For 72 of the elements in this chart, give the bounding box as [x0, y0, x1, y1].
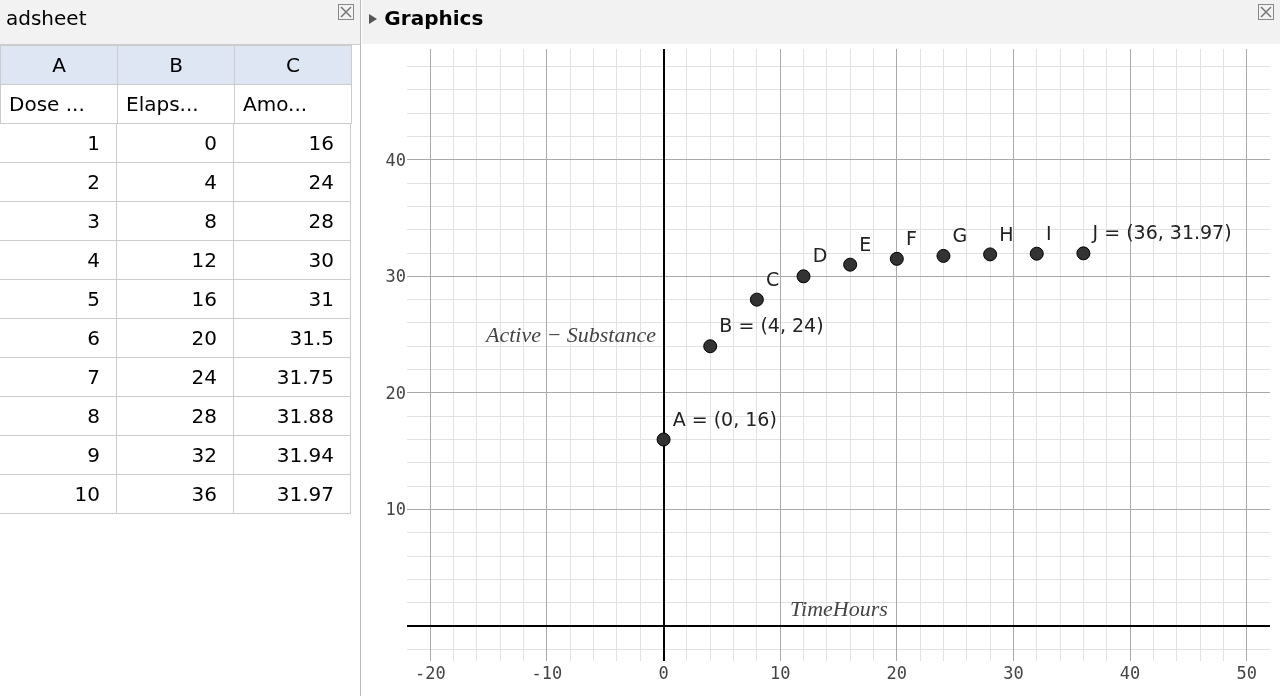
x-tick-label: 0 — [658, 663, 669, 683]
y-tick-label: 10 — [385, 499, 406, 520]
point — [796, 269, 811, 284]
point — [656, 432, 671, 447]
data-label: 24 — [308, 169, 334, 196]
x-tick-label: 30 — [1003, 663, 1024, 683]
data-label: 31.97 — [276, 481, 334, 508]
text: I — [1045, 221, 1052, 244]
data-label: 20 — [191, 325, 217, 352]
point — [749, 292, 764, 307]
data-label: 31.94 — [276, 442, 334, 469]
text: E — [859, 232, 872, 255]
y-tick-label: 5 — [87, 286, 100, 313]
data-label: 31.75 — [276, 364, 334, 391]
y-tick-label: 6 — [87, 325, 100, 352]
chart-title: Graphics — [384, 6, 484, 30]
text: A — [0, 45, 118, 85]
y-tick-label: 7 — [87, 364, 100, 391]
data-label: 31 — [308, 286, 334, 313]
y-axis-title: Active − Substance — [484, 322, 657, 347]
text: B = (4, 24) — [719, 314, 824, 337]
y-tick-label: 3 — [87, 208, 100, 235]
text: C — [234, 45, 352, 85]
y-tick-label: 40 — [385, 149, 406, 170]
text: Dose ... — [0, 84, 118, 124]
point — [843, 257, 858, 272]
data-label: 12 — [191, 247, 217, 274]
x-tick-label: Amo... — [234, 84, 352, 124]
x-tick-label: -10 — [531, 663, 563, 683]
data-label: 31.88 — [276, 403, 334, 430]
y-tick-label: 20 — [385, 382, 406, 403]
point — [1029, 246, 1044, 261]
x-tick-label: 50 — [1236, 663, 1257, 683]
y-tick-label: 10 — [74, 481, 100, 508]
data-label: 30 — [308, 247, 334, 274]
data-label: 24 — [191, 364, 217, 391]
point — [889, 251, 904, 266]
point — [936, 248, 951, 263]
y-tick-label: 2 — [87, 169, 100, 196]
data-label: 28 — [308, 208, 334, 235]
point — [703, 339, 718, 354]
point — [1076, 246, 1091, 261]
text: C — [765, 267, 780, 290]
text: A = (0, 16) — [672, 407, 777, 430]
data-label: 4 — [204, 169, 217, 196]
x-tick-label: -20 — [414, 663, 446, 683]
data-label: 8 — [204, 208, 217, 235]
x-tick-label: 40 — [1119, 663, 1141, 683]
y-tick-label: 30 — [385, 266, 406, 287]
data-label: 31.5 — [289, 325, 334, 352]
y-tick-label: 9 — [87, 442, 100, 469]
text: D — [812, 244, 828, 267]
data-label: 16 — [308, 130, 334, 157]
point — [983, 247, 998, 262]
text: J = (36, 31.97) — [1092, 221, 1232, 244]
text: F — [905, 226, 917, 249]
x-tick-label: 10 — [769, 663, 791, 683]
text: G — [952, 224, 968, 247]
x-tick-label: Elaps... — [117, 84, 235, 124]
data-label: 0 — [204, 130, 217, 157]
text: H — [999, 222, 1014, 245]
y-tick-label: 8 — [87, 403, 100, 430]
text: B — [117, 45, 235, 85]
x-tick-label: 20 — [886, 663, 908, 683]
data-label: 32 — [191, 442, 217, 469]
data-label: 16 — [191, 286, 217, 313]
data-label: 36 — [191, 481, 217, 508]
y-tick-label: 1 — [87, 130, 100, 157]
data-label: 28 — [191, 403, 217, 430]
y-tick-label: 4 — [87, 247, 100, 274]
chart-title: adsheet — [0, 0, 360, 45]
x-axis-title: TimeHours — [790, 596, 888, 621]
